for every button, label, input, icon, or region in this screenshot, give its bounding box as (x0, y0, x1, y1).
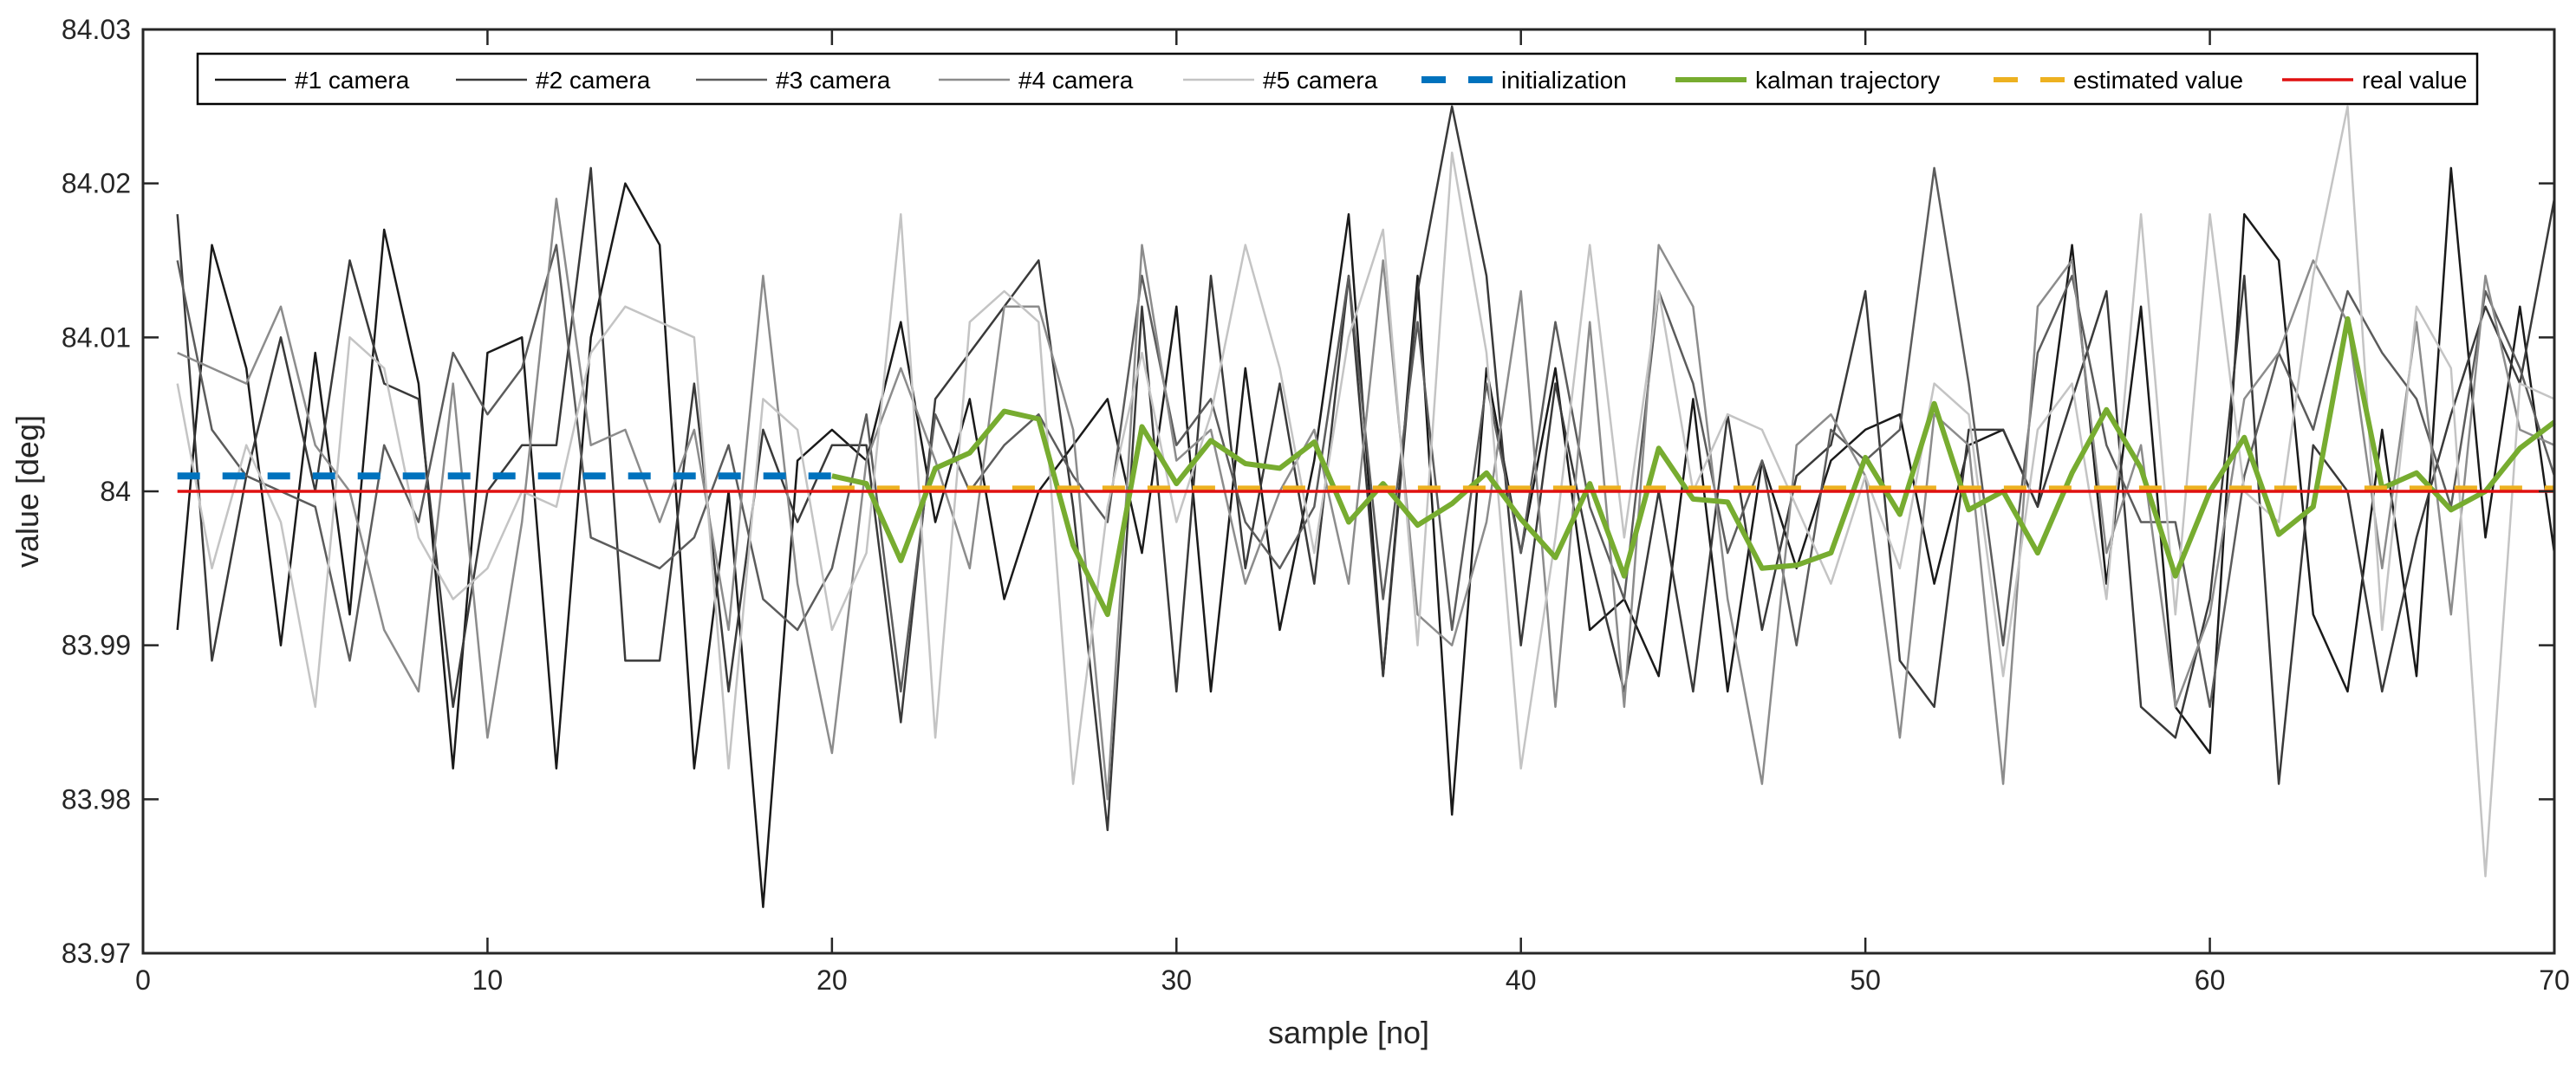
x-tick-label: 40 (1506, 964, 1537, 996)
y-tick-label: 83.99 (62, 630, 131, 661)
series-line-2 (176, 105, 2556, 832)
y-tick-label: 84.01 (62, 321, 131, 353)
legend-label-6: initialization (1501, 67, 1627, 94)
legend: #1 camera #2 camera #3 camera #4 camera #5 c… (196, 52, 2479, 106)
y-tick-label: 84.02 (62, 168, 131, 199)
y-tick-label: 83.97 (62, 938, 131, 969)
legend-label-4: #4 camera (1018, 67, 1134, 94)
x-tick-label: 0 (135, 964, 151, 996)
x-tick-label: 30 (1161, 964, 1192, 996)
x-tick-label: 60 (2195, 964, 2226, 996)
legend-box (196, 52, 2479, 106)
x-tick-label: 10 (472, 964, 504, 996)
legend-label-1: #1 camera (295, 67, 410, 94)
legend-label-8: estimated value (2073, 67, 2243, 94)
y-tick-label: 84 (100, 476, 131, 507)
series-line-7 (831, 316, 2556, 618)
series-line-5 (176, 105, 2555, 878)
legend-items: #1 camera #2 camera #3 camera #4 camera #5 c… (215, 67, 2467, 94)
legend-label-9: real value (2362, 67, 2467, 94)
series-layer (176, 105, 2556, 908)
legend-label-2: #2 camera (536, 67, 651, 94)
x-tick-label: 50 (1850, 964, 1881, 996)
legend-label-3: #3 camera (776, 67, 891, 94)
series-line-4 (177, 198, 2555, 801)
y-tick-label: 83.98 (62, 783, 131, 815)
y-tick-label: 84.03 (62, 14, 131, 45)
x-tick-label: 70 (2539, 964, 2570, 996)
x-tick-label: 20 (816, 964, 848, 996)
legend-label-7: kalman trajectory (1755, 67, 1940, 94)
axes-layer: 0 10 20 30 40 50 60 70 83.97 83.98 83.99 84 84.01 84.… (62, 14, 2570, 996)
y-axis-label: value [deg] (10, 415, 45, 568)
x-axis-label: sample [no] (1268, 1015, 1429, 1050)
legend-label-5: #5 camera (1263, 67, 1378, 94)
